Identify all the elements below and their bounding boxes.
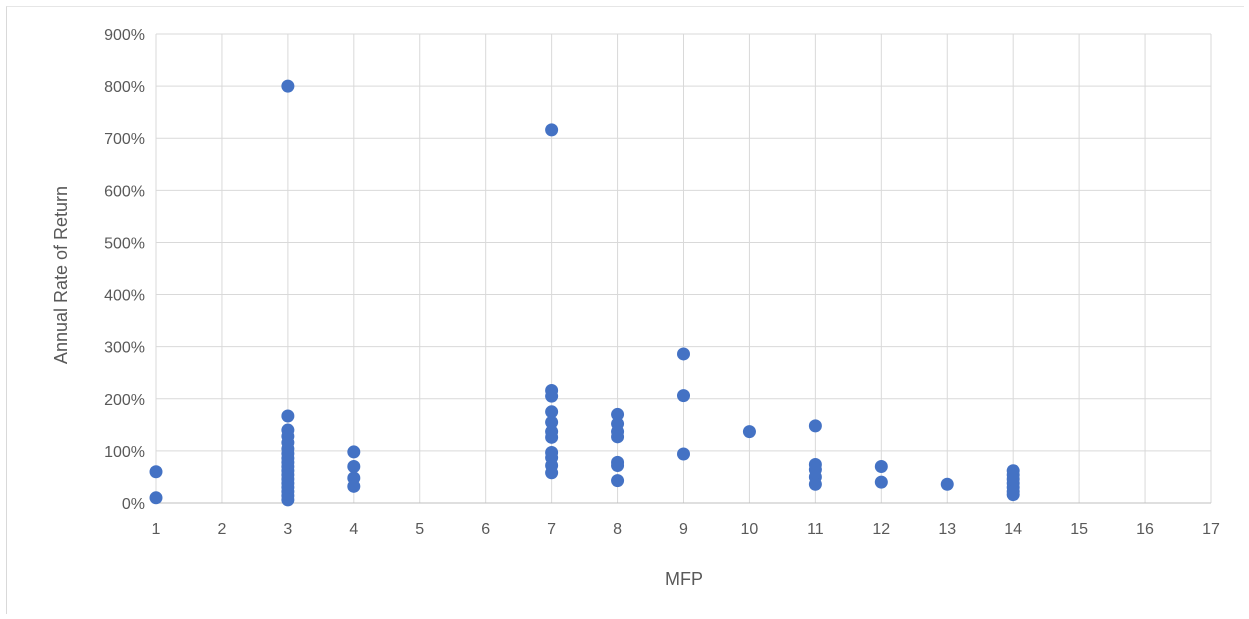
x-tick-label: 1 bbox=[152, 521, 161, 538]
grid-lines bbox=[155, 33, 1212, 504]
x-tick-label: 3 bbox=[283, 521, 292, 538]
data-point bbox=[281, 493, 295, 507]
y-tick-label: 100% bbox=[104, 444, 145, 461]
data-point bbox=[874, 460, 888, 474]
x-tick-label: 12 bbox=[872, 521, 890, 538]
y-tick-label: 900% bbox=[104, 27, 145, 44]
x-tick-label: 8 bbox=[613, 521, 622, 538]
y-tick-label: 800% bbox=[104, 79, 145, 96]
x-tick-label: 10 bbox=[741, 521, 759, 538]
tick-labels: 1 2 3 4 5 6 7 8 9 10 11 12 13 14 15 16 170%100%200%300%4… bbox=[104, 27, 1220, 538]
data-point bbox=[611, 407, 625, 421]
data-point bbox=[808, 419, 822, 433]
x-tick-label: 17 bbox=[1202, 521, 1220, 538]
data-point bbox=[742, 425, 756, 439]
y-tick-label: 300% bbox=[104, 340, 145, 357]
data-point bbox=[545, 430, 559, 444]
data-point bbox=[677, 447, 690, 461]
data-point bbox=[281, 409, 295, 423]
y-axis-title: Annual Rate of Return bbox=[51, 186, 71, 364]
data-point bbox=[545, 123, 559, 137]
y-tick-label: 0% bbox=[122, 496, 145, 513]
x-tick-label: 15 bbox=[1070, 521, 1088, 538]
data-point bbox=[808, 477, 822, 491]
data-point bbox=[611, 458, 625, 472]
data-point bbox=[611, 474, 625, 488]
x-tick-label: 7 bbox=[547, 521, 556, 538]
y-tick-label: 700% bbox=[104, 131, 145, 148]
data-point bbox=[677, 389, 690, 403]
x-tick-label: 13 bbox=[938, 521, 956, 538]
chart-frame: 1 2 3 4 5 6 7 8 9 10 11 12 13 14 15 16 17 0% 100% 200% 300% 4… bbox=[6, 6, 1244, 614]
y-tick-label: 200% bbox=[104, 392, 145, 409]
y-tick-label: 600% bbox=[104, 183, 145, 200]
data-points bbox=[149, 79, 1020, 507]
x-tick-label: 11 bbox=[807, 521, 824, 538]
x-tick-label: 5 bbox=[415, 521, 424, 538]
x-axis-title: MFP bbox=[665, 569, 703, 589]
x-tick-label: 16 bbox=[1136, 521, 1154, 538]
data-point bbox=[347, 445, 361, 459]
data-point bbox=[874, 475, 888, 489]
data-point bbox=[347, 479, 361, 493]
data-point bbox=[149, 491, 163, 505]
scatter-chart: 1 2 3 4 5 6 7 8 9 10 11 12 13 14 15 16 170%100%200%300%4… bbox=[51, 27, 1220, 589]
x-tick-label: 4 bbox=[349, 521, 358, 538]
x-tick-label: 6 bbox=[481, 521, 490, 538]
x-tick-label: 2 bbox=[217, 521, 226, 538]
data-point bbox=[545, 405, 559, 419]
y-tick-label: 500% bbox=[104, 235, 145, 252]
data-point bbox=[677, 347, 690, 361]
data-point bbox=[940, 477, 954, 491]
data-point bbox=[611, 430, 625, 444]
data-point bbox=[545, 389, 559, 403]
y-tick-label: 400% bbox=[104, 288, 145, 305]
data-point bbox=[545, 415, 559, 429]
x-tick-label: 14 bbox=[1004, 521, 1022, 538]
data-point bbox=[347, 460, 361, 474]
data-point bbox=[1006, 488, 1020, 502]
data-point bbox=[281, 79, 295, 93]
data-point bbox=[545, 466, 559, 480]
x-tick-label: 9 bbox=[679, 521, 688, 538]
data-point bbox=[149, 465, 163, 479]
